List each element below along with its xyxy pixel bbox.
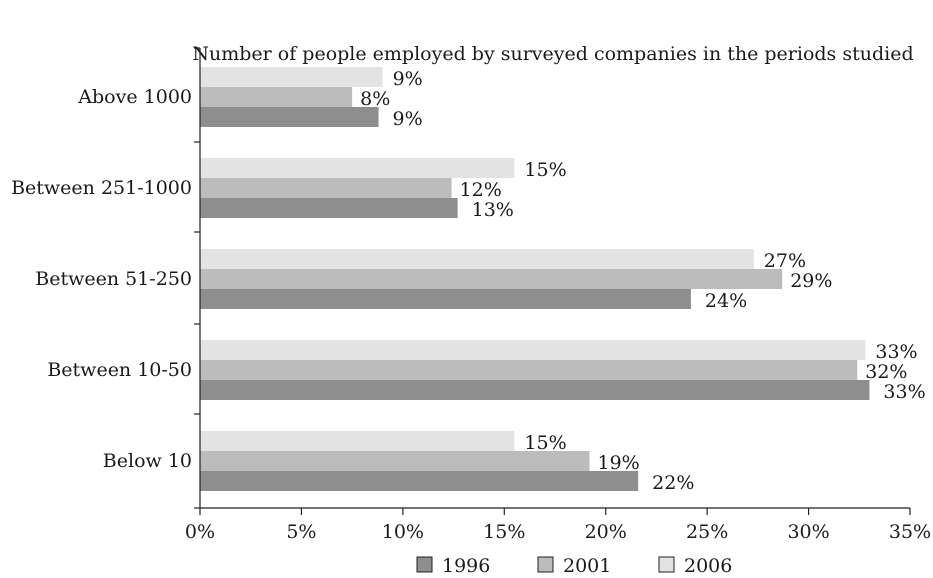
data-label-2001-2: 29% xyxy=(790,270,832,292)
x-tick-label-0: 0% xyxy=(185,521,215,543)
bar-2001-2 xyxy=(200,269,783,289)
data-label-2001-0: 8% xyxy=(360,88,390,110)
data-labels-group: 9%8%9% 15% 12%13% 27%29% 24% 33%32%33% 15% 19% 2… xyxy=(360,68,926,494)
category-labels-group: Above 1000 Between 251-1000 Between 51-250… xyxy=(11,86,192,472)
bar-2006-4 xyxy=(200,431,515,451)
axes-group xyxy=(194,47,911,515)
chart-title: Number of people employed by surveyed co… xyxy=(192,43,913,65)
category-label-1: Between 251-1000 xyxy=(11,177,192,199)
category-label-4: Below 10 xyxy=(103,450,192,472)
data-label-2006-4: 15% xyxy=(524,432,566,454)
bar-2006-0 xyxy=(200,67,383,87)
data-label-1996-2: 24% xyxy=(705,290,747,312)
bar-1996-2 xyxy=(200,289,691,309)
legend-swatch-2001 xyxy=(537,556,554,573)
legend: 1996 2001 2006 xyxy=(416,555,732,577)
bar-1996-3 xyxy=(200,380,870,400)
bar-2001-1 xyxy=(200,178,452,198)
category-label-3: Between 10-50 xyxy=(47,359,192,381)
data-label-2006-0: 9% xyxy=(393,68,423,90)
bar-1996-0 xyxy=(200,107,379,127)
x-tick-label-5: 25% xyxy=(686,521,728,543)
data-label-1996-0: 9% xyxy=(393,108,423,130)
bar-2006-3 xyxy=(200,340,866,360)
data-label-2001-1: 12% xyxy=(460,179,502,201)
x-tick-label-1: 5% xyxy=(286,521,316,543)
bars-group xyxy=(200,67,870,491)
data-label-1996-1: 13% xyxy=(472,199,514,221)
bar-2001-0 xyxy=(200,87,353,107)
legend-swatch-2006 xyxy=(658,556,675,573)
x-tick-label-3: 15% xyxy=(483,521,525,543)
data-label-2001-3: 32% xyxy=(865,361,907,383)
category-label-0: Above 1000 xyxy=(77,86,192,108)
bar-2001-3 xyxy=(200,360,858,380)
legend-label-2006: 2006 xyxy=(684,555,732,577)
data-label-1996-3: 33% xyxy=(883,381,925,403)
legend-label-2001: 2001 xyxy=(563,555,611,577)
x-tick-label-4: 20% xyxy=(585,521,627,543)
data-label-2006-2: 27% xyxy=(764,250,806,272)
data-label-1996-4: 22% xyxy=(652,472,694,494)
bar-2006-1 xyxy=(200,158,515,178)
data-label-2006-3: 33% xyxy=(875,341,917,363)
data-label-2001-4: 19% xyxy=(597,452,639,474)
x-tick-labels-group: 0% 5% 10% 15% 20% 25% 30% 35% xyxy=(185,521,931,543)
legend-label-1996: 1996 xyxy=(442,555,490,577)
bar-1996-4 xyxy=(200,471,639,491)
x-tick-label-2: 10% xyxy=(382,521,424,543)
bar-2006-2 xyxy=(200,249,754,269)
data-label-2006-1: 15% xyxy=(524,159,566,181)
bar-2001-4 xyxy=(200,451,590,471)
bar-1996-1 xyxy=(200,198,458,218)
legend-swatch-1996 xyxy=(416,556,433,573)
category-label-2: Between 51-250 xyxy=(35,268,192,290)
x-tick-label-6: 30% xyxy=(787,521,829,543)
x-tick-label-7: 35% xyxy=(889,521,931,543)
